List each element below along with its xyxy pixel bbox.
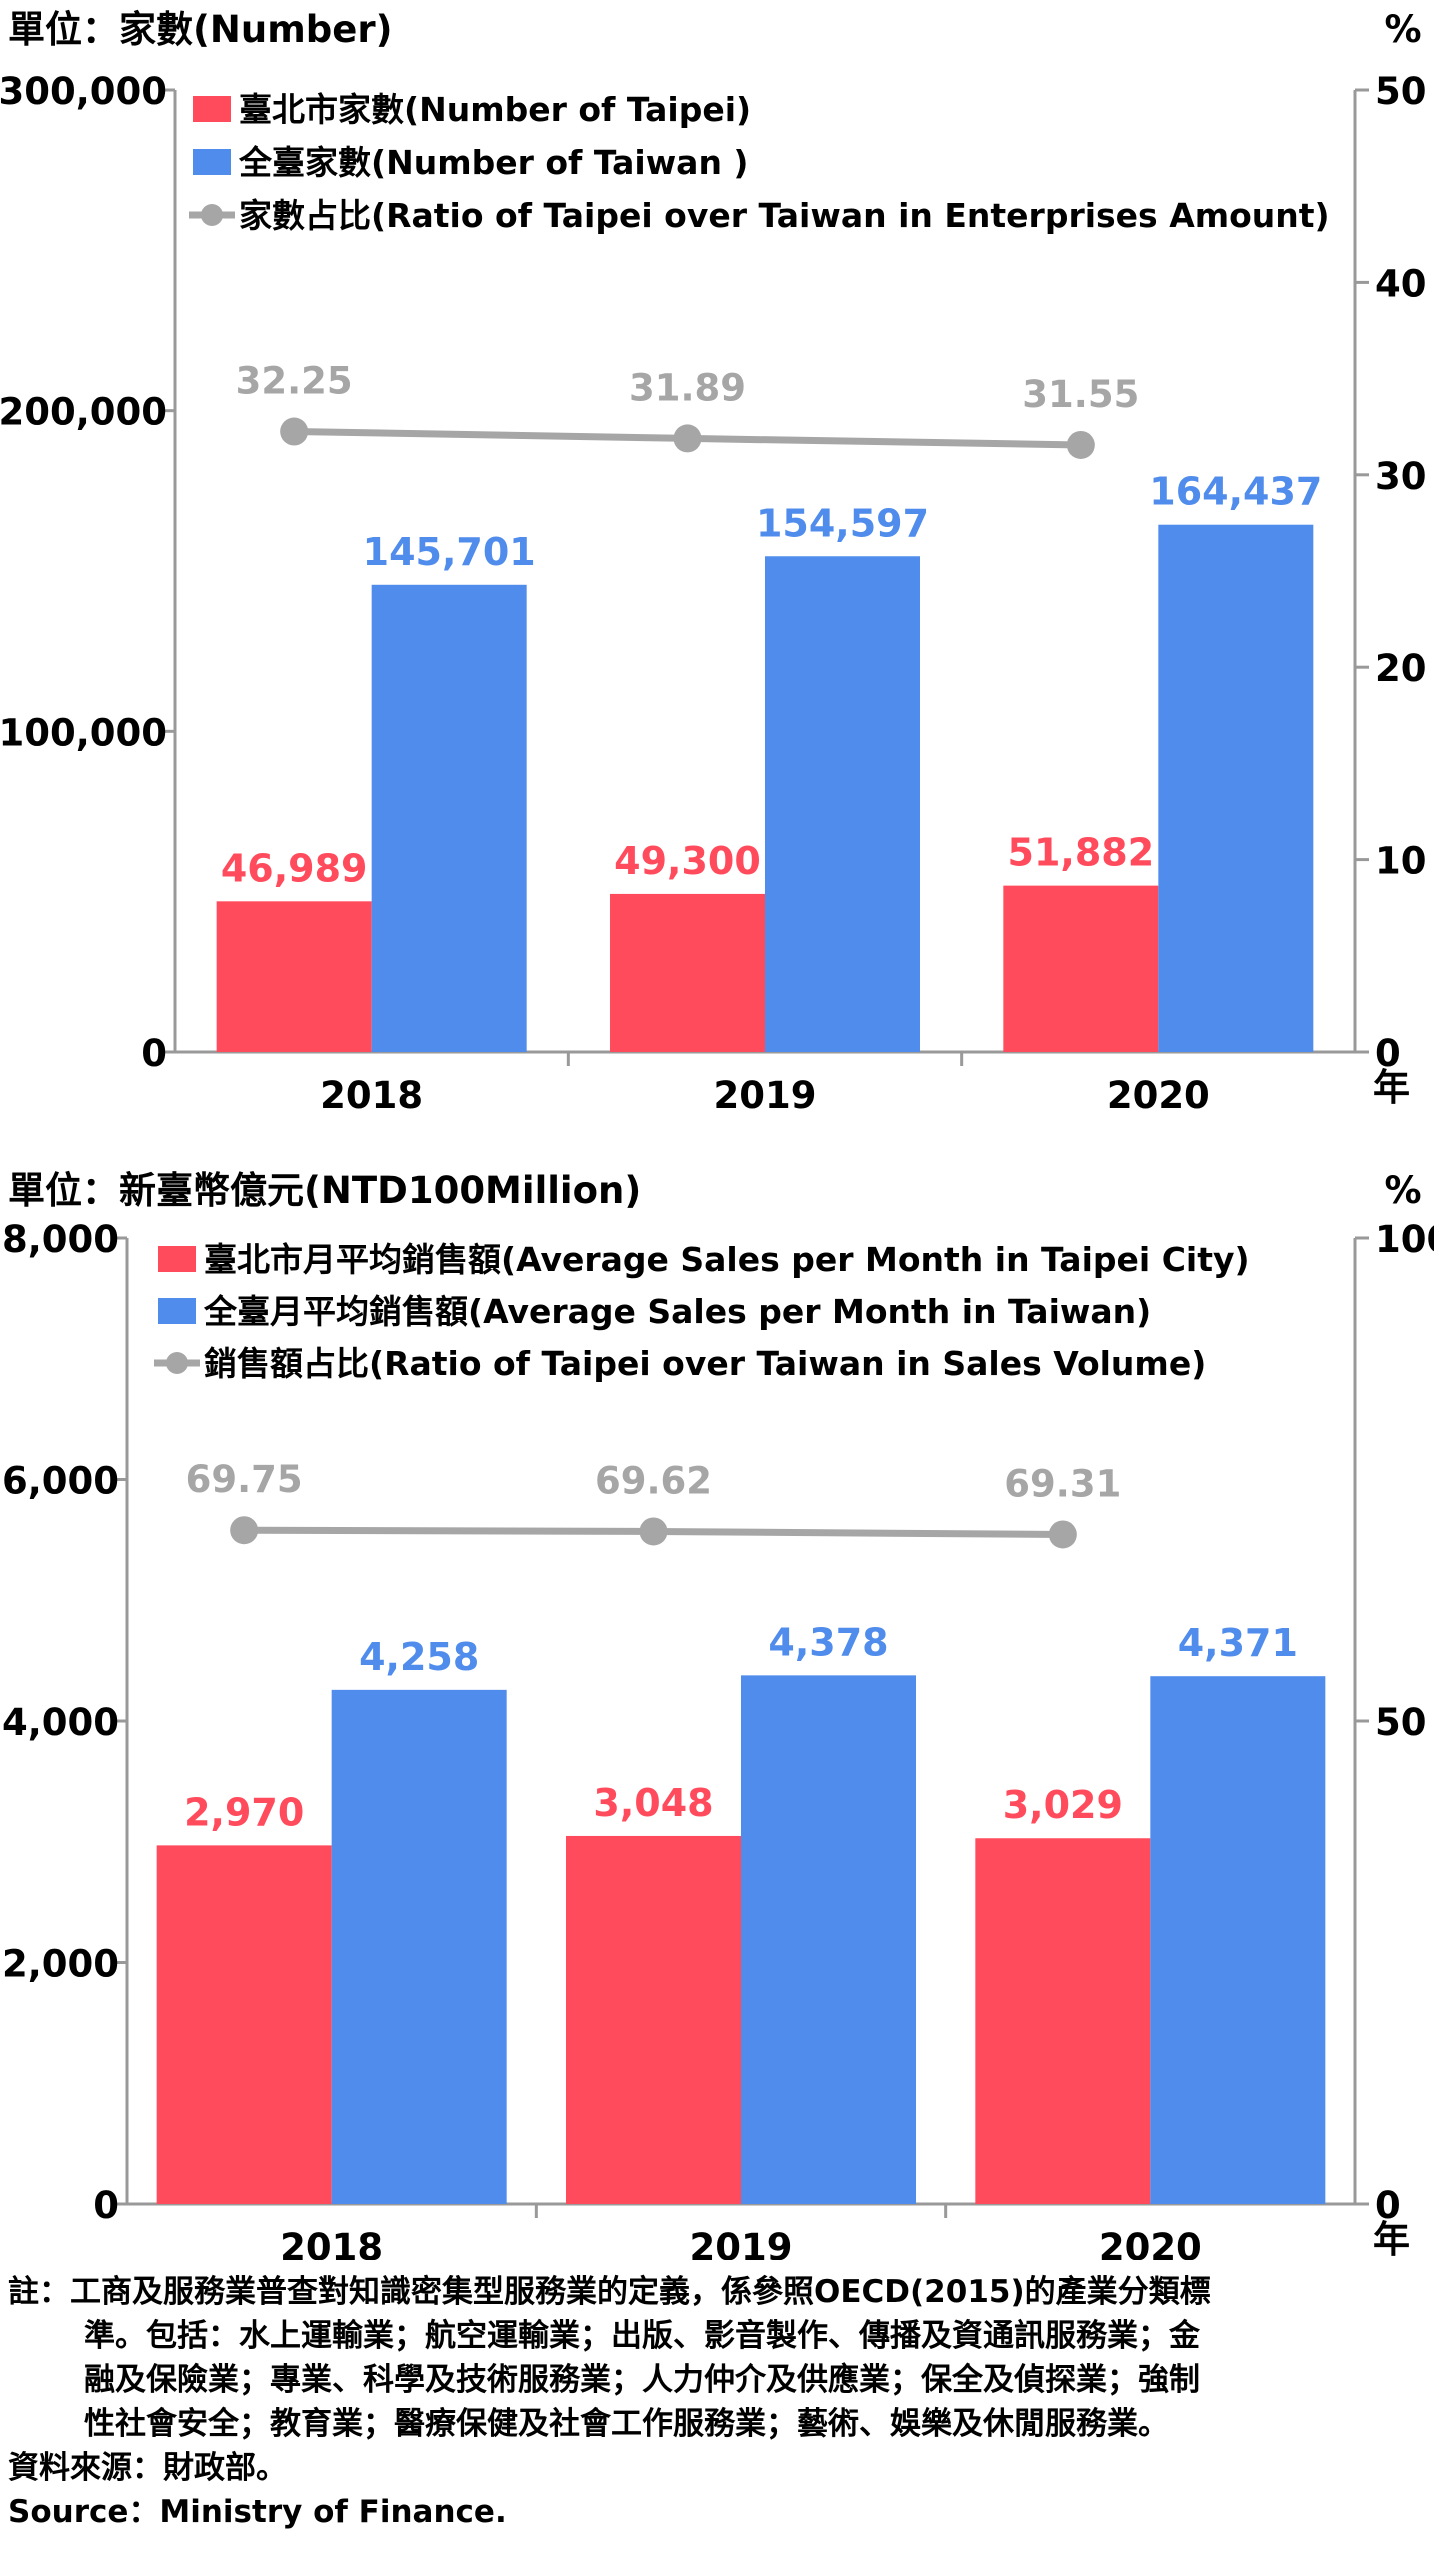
chart1-right-tick-label: 20: [1375, 647, 1427, 690]
chart2-ratio-data-label: 69.31: [1004, 1462, 1121, 1505]
chart1-left-tick-label: 200,000: [0, 391, 167, 434]
footnotes: 註：工商及服務業普查對知識密集型服務業的定義，係參照OECD(2015)的產業分…: [8, 2270, 1428, 2534]
chart1-category-label: 2019: [714, 1074, 817, 1117]
chart1-legend-entry: 全臺家數(Number of Taiwan ): [238, 143, 749, 182]
chart1-right-unit-label: %: [1384, 8, 1421, 51]
chart2-ratio-data-label: 69.62: [595, 1459, 712, 1502]
chart1-right-tick-label: 0: [1375, 1032, 1401, 1075]
chart2-legend-entry: 臺北市月平均銷售額(Average Sales per Month in Tai…: [204, 1240, 1250, 1279]
chart2-category-label: 2018: [280, 2226, 383, 2260]
chart1-bar-data-label: 154,597: [756, 501, 929, 545]
chart1-bar-data-label: 51,882: [1008, 831, 1155, 875]
chart2-left-tick-label: 0: [93, 2184, 119, 2227]
chart1-ratio-data-label: 31.89: [629, 366, 746, 409]
note-line-2: 準。包括：水上運輸業；航空運輸業；出版、影音製作、傳播及資通訊服務業；金: [84, 2318, 1200, 2354]
chart2-left-tick-label: 8,000: [2, 1218, 119, 1261]
chart2-unit-label: 單位：新臺幣億元(NTD100Million): [8, 1169, 641, 1212]
chart1-legend-entry: 家數占比(Ratio of Taipei over Taiwan in Ente…: [239, 196, 1330, 235]
note-line-1: 註：工商及服務業普查對知識密集型服務業的定義，係參照OECD(2015)的產業分…: [8, 2274, 1211, 2310]
chart2-bar-data-label: 4,371: [1178, 1621, 1298, 1665]
chart2-legend-swatch: [158, 1298, 196, 1324]
chart2-right-tick-label: 0: [1375, 2184, 1401, 2227]
chart2-bar: [566, 1835, 741, 2204]
chart2-bar: [975, 1838, 1151, 2204]
note-line-4: 性社會安全；教育業；醫療保健及社會工作服務業；藝術、娛樂及休閒服務業。: [84, 2406, 1169, 2442]
chart1-unit-label: 單位：家數(Number): [8, 8, 393, 51]
chart1-category-label: 2018: [320, 1074, 423, 1117]
chart1-left-tick-label: 0: [141, 1032, 167, 1075]
chart2-bar-data-label: 3,048: [593, 1781, 713, 1825]
chart2-bar-data-label: 4,258: [359, 1635, 479, 1679]
chart2-ratio-point: [1048, 1520, 1077, 1549]
chart2-ratio-point: [639, 1517, 668, 1546]
chart1-right-tick-label: 40: [1375, 262, 1427, 305]
chart1-bar: [216, 901, 372, 1052]
chart1-left-tick-label: 100,000: [0, 711, 167, 754]
chart2-legend-swatch: [158, 1246, 196, 1272]
note-line-3: 融及保險業；專業、科學及技術服務業；人力仲介及供應業；保全及偵探業；強制: [84, 2362, 1200, 2398]
chart2-bar: [1150, 1676, 1326, 2204]
chart2-category-label: 2019: [690, 2226, 793, 2260]
chart1-bar: [371, 584, 527, 1052]
chart1-x-suffix: 年: [1373, 1066, 1410, 1109]
chart2-right-tick-label: 50: [1375, 1701, 1427, 1744]
chart2-left-tick-label: 4,000: [2, 1701, 119, 1744]
chart2-category-label: 2020: [1099, 2226, 1202, 2260]
chart1-right-tick-label: 50: [1375, 70, 1427, 113]
chart2-bar-data-label: 2,970: [184, 1790, 304, 1834]
chart2-bar-data-label: 4,378: [768, 1620, 888, 1664]
chart1-legend-marker: [201, 204, 223, 226]
chart1-right-tick-label: 30: [1375, 455, 1427, 498]
chart1-bar: [1003, 885, 1159, 1052]
chart1-ratio-point: [280, 417, 309, 446]
chart1-ratio-point: [673, 424, 702, 453]
chart1-bar-data-label: 145,701: [363, 530, 536, 574]
chart1-bar-data-label: 49,300: [614, 839, 761, 883]
chart2-right-tick-label: 100: [1375, 1218, 1434, 1261]
chart1-bar-data-label: 46,989: [221, 846, 368, 890]
charts-canvas: 單位：家數(Number) % 0 100,000 200,000 300,000 0 10 2…: [0, 8, 1434, 2260]
chart2-ratio-point: [230, 1516, 259, 1545]
chart1-ratio-data-label: 31.55: [1022, 373, 1139, 416]
chart2-bar: [741, 1675, 916, 2204]
chart1-ratio-point: [1066, 430, 1095, 459]
chart1-legend-entry: 臺北市家數(Number of Taipei): [239, 90, 751, 129]
chart1-ratio-data-label: 32.25: [236, 360, 353, 403]
chart1-legend-swatch: [193, 96, 231, 122]
chart1-left-tick-label: 300,000: [0, 70, 167, 113]
chart2-x-suffix: 年: [1373, 2218, 1410, 2260]
chart2-legend-entry: 銷售額占比(Ratio of Taipei over Taiwan in Sal…: [204, 1344, 1206, 1383]
source-zh: 資料來源：財政部。: [8, 2450, 287, 2486]
chart1-legend-swatch: [193, 149, 231, 175]
chart1-bar-data-label: 164,437: [1149, 470, 1322, 514]
chart2-legend-entry: 全臺月平均銷售額(Average Sales per Month in Taiw…: [203, 1292, 1151, 1331]
chart2-left-tick-label: 6,000: [2, 1460, 119, 1503]
chart2-legend-marker: [166, 1352, 188, 1374]
chart2-bar-data-label: 3,029: [1003, 1783, 1123, 1827]
chart1-right-tick-label: 10: [1375, 840, 1427, 883]
chart1-bar: [765, 556, 920, 1052]
source-en: Source：Ministry of Finance.: [8, 2494, 507, 2530]
chart2-bar: [331, 1689, 507, 2204]
chart1-bar: [610, 893, 765, 1052]
chart2-left-tick-label: 2,000: [2, 1943, 119, 1986]
chart1-bar: [1158, 524, 1314, 1052]
chart2-right-unit-label: %: [1384, 1169, 1421, 1212]
chart2-bar: [156, 1845, 332, 2204]
chart1-category-label: 2020: [1107, 1074, 1210, 1117]
chart2-ratio-data-label: 69.75: [186, 1458, 303, 1501]
